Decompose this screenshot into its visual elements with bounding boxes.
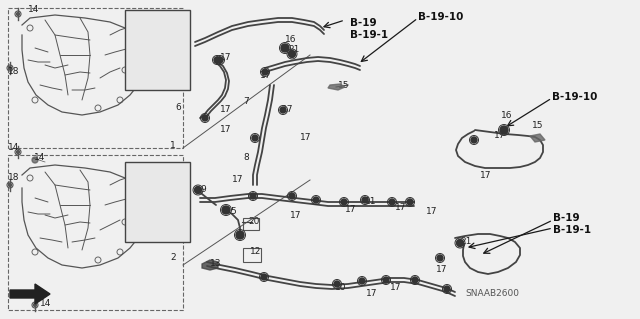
Circle shape (17, 12, 19, 16)
Text: 21: 21 (460, 238, 472, 247)
Text: 18: 18 (8, 68, 19, 77)
Text: 8: 8 (243, 153, 249, 162)
Text: 17: 17 (480, 170, 492, 180)
Circle shape (8, 183, 12, 187)
Text: 10: 10 (335, 284, 346, 293)
Circle shape (33, 303, 36, 307)
Circle shape (289, 193, 295, 199)
Text: 6: 6 (175, 102, 180, 112)
Bar (8, 155, 183, 310)
Text: 19: 19 (152, 68, 163, 77)
Circle shape (289, 50, 296, 57)
Circle shape (341, 199, 347, 205)
Text: 17: 17 (220, 54, 232, 63)
Bar (243, 248, 261, 262)
Text: 17: 17 (260, 70, 271, 79)
Text: SNAAB2600: SNAAB2600 (465, 290, 519, 299)
Circle shape (250, 193, 256, 199)
Circle shape (500, 126, 508, 134)
Text: 17: 17 (232, 175, 243, 184)
Bar (125, 10, 190, 90)
Text: 14: 14 (40, 300, 51, 308)
Bar (8, 8, 183, 148)
Text: 5: 5 (230, 207, 236, 217)
Text: 15: 15 (338, 80, 349, 90)
Polygon shape (10, 284, 50, 304)
Text: B-19
B-19-1: B-19 B-19-1 (553, 213, 591, 234)
Circle shape (261, 274, 267, 280)
Text: 14: 14 (34, 153, 45, 162)
Circle shape (407, 199, 413, 205)
Circle shape (17, 151, 19, 153)
Text: 16: 16 (501, 112, 513, 121)
Circle shape (217, 57, 223, 63)
Text: 3: 3 (127, 31, 132, 40)
Text: 17: 17 (300, 133, 312, 143)
Text: 3: 3 (130, 168, 136, 177)
Text: 17: 17 (366, 288, 378, 298)
Text: B-19-10: B-19-10 (552, 92, 597, 102)
Text: 17: 17 (290, 211, 301, 219)
Circle shape (281, 44, 289, 52)
Circle shape (8, 66, 12, 70)
Text: 17: 17 (390, 284, 401, 293)
Text: 17: 17 (282, 106, 294, 115)
Text: 2: 2 (170, 254, 175, 263)
Text: 17: 17 (220, 125, 232, 135)
Circle shape (222, 206, 230, 214)
Text: 13: 13 (210, 258, 221, 268)
Text: 11: 11 (365, 197, 376, 206)
Text: 6: 6 (175, 220, 180, 229)
Circle shape (252, 135, 258, 141)
Text: 1: 1 (170, 140, 176, 150)
Polygon shape (328, 84, 345, 90)
Circle shape (412, 277, 418, 283)
Circle shape (195, 187, 202, 194)
Circle shape (313, 197, 319, 203)
Text: 7: 7 (243, 98, 249, 107)
Text: 17: 17 (426, 207, 438, 217)
Polygon shape (202, 260, 218, 270)
Circle shape (437, 255, 443, 261)
Text: 19: 19 (152, 190, 163, 199)
Circle shape (359, 278, 365, 284)
Text: 17: 17 (220, 106, 232, 115)
Text: B-19
B-19-1: B-19 B-19-1 (350, 18, 388, 40)
Text: 12: 12 (250, 248, 261, 256)
Text: B-19-10: B-19-10 (418, 12, 463, 22)
Polygon shape (530, 134, 545, 142)
Text: 9: 9 (200, 186, 205, 195)
Text: 17: 17 (436, 265, 447, 275)
Text: 15: 15 (532, 122, 543, 130)
Circle shape (262, 69, 268, 75)
Circle shape (383, 277, 389, 283)
Text: 21: 21 (288, 46, 300, 55)
Text: 20: 20 (248, 218, 259, 226)
Text: 18: 18 (8, 174, 19, 182)
Text: 16: 16 (285, 35, 296, 44)
Text: 17: 17 (395, 204, 406, 212)
Circle shape (280, 107, 286, 113)
Text: 17: 17 (494, 130, 506, 139)
Text: 14: 14 (28, 5, 40, 14)
Circle shape (202, 115, 208, 121)
Circle shape (214, 57, 220, 63)
Circle shape (389, 199, 395, 205)
Text: 17: 17 (345, 205, 356, 214)
Circle shape (32, 157, 38, 163)
Circle shape (456, 240, 463, 247)
Circle shape (236, 231, 244, 239)
Circle shape (471, 137, 477, 143)
Text: 14: 14 (8, 143, 19, 152)
Text: 4: 4 (138, 24, 143, 33)
Bar (243, 218, 259, 230)
Bar (125, 162, 190, 242)
Circle shape (362, 197, 368, 203)
Circle shape (444, 286, 450, 292)
Text: 4: 4 (162, 229, 168, 239)
Circle shape (334, 281, 340, 287)
